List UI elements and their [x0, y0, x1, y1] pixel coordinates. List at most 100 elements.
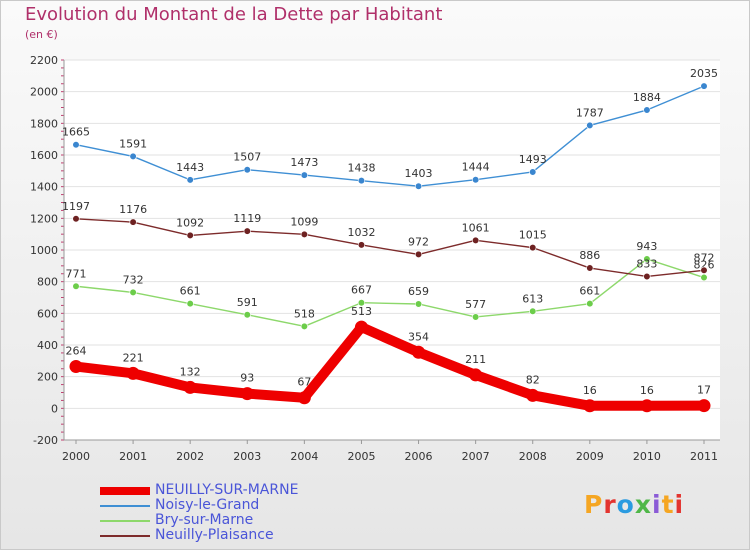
data-point — [586, 264, 594, 272]
data-label: 943 — [636, 240, 657, 253]
logo-letter: r — [603, 490, 617, 519]
x-tick-label: 2006 — [405, 450, 433, 463]
data-point — [643, 272, 651, 281]
legend-label: Noisy-le-Grand — [155, 497, 260, 513]
data-label: 93 — [240, 372, 254, 385]
x-tick-label: 2000 — [62, 450, 90, 463]
data-label: 1444 — [462, 161, 490, 174]
logo-letter: i — [674, 490, 685, 519]
data-label: 661 — [579, 285, 600, 298]
logo-letter: i — [652, 490, 662, 519]
legend-label: Bry-sur-Marne — [155, 512, 254, 528]
data-label: 771 — [66, 267, 87, 280]
data-label: 82 — [526, 373, 540, 386]
data-point — [300, 171, 308, 179]
data-label: 613 — [522, 292, 543, 305]
x-tick-label: 2001 — [119, 450, 147, 463]
data-label: 886 — [579, 249, 600, 262]
data-label: 1176 — [119, 203, 147, 216]
y-tick-label: 200 — [37, 371, 58, 384]
data-label: 1092 — [176, 216, 204, 229]
data-point — [186, 300, 194, 308]
data-point — [72, 215, 80, 223]
data-label: 1507 — [233, 151, 261, 164]
legend-label: Neuilly-Plaisance — [155, 527, 274, 543]
data-label: 1032 — [347, 226, 375, 239]
data-label: 732 — [123, 273, 144, 286]
y-tick-label: 600 — [37, 307, 58, 320]
data-point — [129, 218, 137, 226]
logo-letter: o — [616, 490, 635, 519]
legend-label: NEUILLY-SUR-MARNE — [155, 482, 299, 498]
legend-swatch — [100, 505, 150, 507]
data-point — [640, 399, 654, 413]
data-label: 872 — [694, 251, 715, 264]
data-point — [472, 236, 480, 244]
y-tick-label: 2000 — [30, 86, 58, 99]
y-tick-label: 1600 — [30, 149, 58, 162]
data-point — [414, 300, 423, 308]
series-line — [75, 85, 705, 187]
y-tick-label: 400 — [37, 339, 58, 352]
series-line — [71, 322, 709, 411]
data-point — [354, 320, 368, 334]
x-tick-label: 2009 — [576, 450, 604, 463]
data-point — [300, 230, 308, 238]
legend-swatch — [100, 520, 150, 522]
data-label: 1403 — [405, 167, 433, 180]
data-point — [129, 152, 137, 161]
data-point — [297, 391, 311, 405]
data-label: 591 — [237, 296, 258, 309]
data-point — [126, 366, 140, 380]
data-point — [186, 231, 194, 240]
x-tick-label: 2008 — [519, 450, 547, 463]
data-label: 17 — [697, 384, 711, 397]
x-tick-label: 2003 — [233, 450, 261, 463]
x-tick-label: 2002 — [176, 450, 204, 463]
data-label: 221 — [123, 351, 144, 364]
data-label: 1443 — [176, 161, 204, 174]
data-label: 826 — [694, 259, 715, 272]
y-tick-label: 1400 — [30, 181, 58, 194]
data-point — [526, 388, 540, 402]
logo-letter: x — [634, 490, 652, 519]
data-point — [357, 241, 366, 249]
data-point — [414, 250, 423, 259]
logo-letter: P — [584, 490, 604, 519]
data-point — [643, 255, 651, 263]
data-label: 661 — [180, 285, 201, 298]
data-label: 577 — [465, 298, 486, 311]
y-tick-label: -200 — [33, 434, 58, 447]
series-line — [75, 218, 705, 278]
series-line — [75, 258, 705, 328]
data-label: 67 — [297, 376, 311, 389]
data-label: 1787 — [576, 106, 604, 119]
data-point — [700, 82, 708, 90]
data-label: 16 — [583, 384, 597, 397]
data-point — [243, 166, 251, 174]
data-point — [472, 313, 480, 321]
data-point — [69, 360, 83, 374]
y-tick-label: 1000 — [30, 244, 58, 257]
data-point — [412, 345, 426, 359]
data-label: 1591 — [119, 137, 147, 150]
legend-swatch — [100, 487, 150, 495]
data-point — [472, 176, 480, 184]
data-label: 1438 — [347, 162, 375, 175]
data-label: 1099 — [290, 215, 318, 228]
data-point — [700, 266, 708, 274]
y-tick-label: 1800 — [30, 117, 58, 130]
data-label: 354 — [408, 330, 429, 343]
data-label: 1493 — [519, 153, 547, 166]
x-tick-label: 2011 — [690, 450, 718, 463]
data-label: 1473 — [290, 156, 318, 169]
x-tick-label: 2004 — [290, 450, 318, 463]
data-point — [529, 244, 537, 252]
logo-letter: t — [661, 490, 675, 519]
data-point — [697, 399, 711, 413]
data-point — [529, 168, 537, 176]
data-label: 972 — [408, 235, 429, 248]
data-point — [300, 322, 308, 330]
data-label: 1015 — [519, 229, 547, 242]
